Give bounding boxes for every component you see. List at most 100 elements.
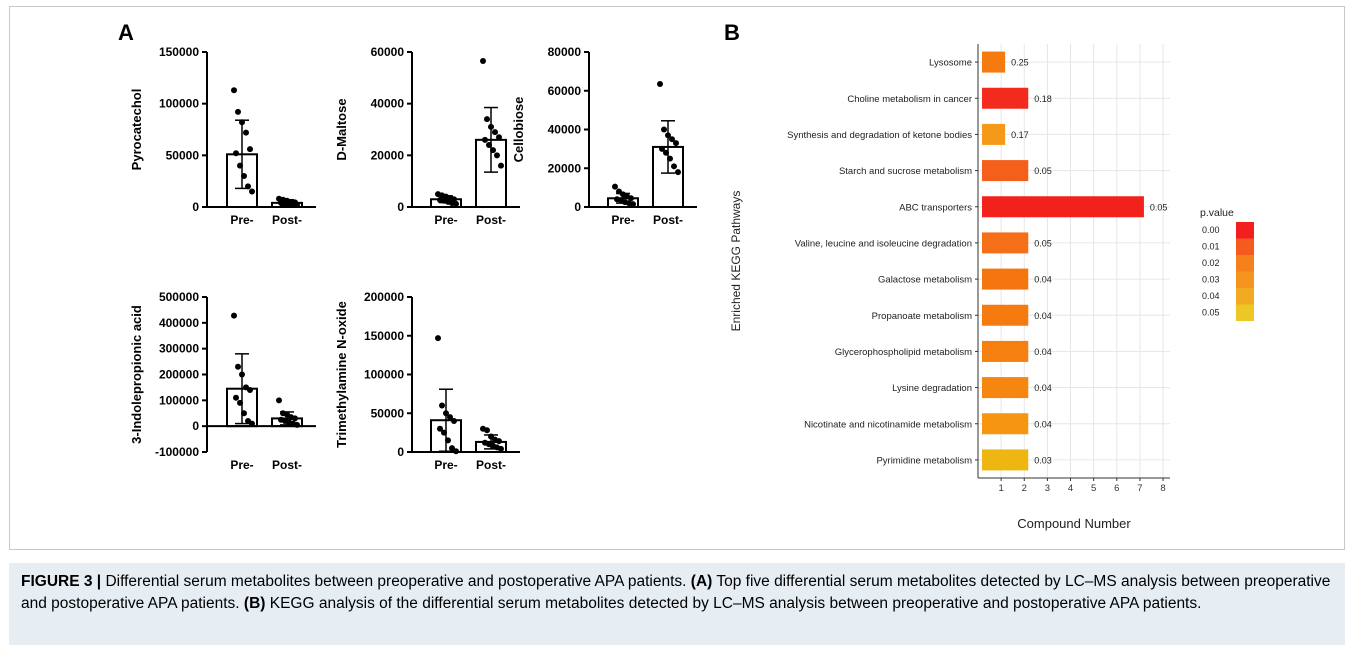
pathway-label: Choline metabolism in cancer	[847, 94, 972, 105]
x-tick-label: 1	[998, 483, 1003, 494]
legend-entry-label: 0.02	[1202, 258, 1220, 268]
data-point	[439, 402, 445, 409]
caption-label: FIGURE 3 |	[21, 573, 102, 590]
legend-swatch	[1236, 238, 1254, 255]
x-tick-label: Post-	[653, 213, 683, 227]
y-tick-label: 150000	[159, 45, 199, 59]
data-point	[235, 363, 241, 370]
y-tick-label: 0	[397, 445, 404, 459]
data-point	[247, 146, 253, 153]
caption-b-tag: (B)	[243, 595, 266, 612]
data-point	[276, 397, 282, 404]
data-point	[669, 136, 675, 143]
data-point	[231, 87, 237, 94]
x-tick-label: Post-	[272, 458, 302, 472]
y-tick-label: 500000	[159, 290, 199, 304]
data-point	[453, 448, 459, 455]
x-tick-label: 4	[1068, 483, 1073, 494]
pathway-bar	[982, 160, 1029, 182]
data-point	[612, 183, 618, 190]
plot-background	[978, 44, 1170, 478]
data-point	[671, 163, 677, 170]
bar-value-label: 0.03	[1034, 455, 1052, 465]
bar-value-label: 0.18	[1034, 94, 1052, 104]
data-point	[667, 155, 673, 162]
y-tick-label: 0	[192, 200, 199, 214]
data-point	[659, 145, 665, 152]
data-point	[249, 188, 255, 195]
pathway-bar	[982, 449, 1029, 471]
bar-value-label: 0.04	[1034, 311, 1052, 321]
data-point	[673, 140, 679, 147]
y-tick-label: 60000	[548, 84, 582, 98]
bar-value-label: 0.05	[1150, 202, 1168, 212]
legend-title: p.value	[1200, 207, 1234, 219]
pathway-bar	[982, 123, 1006, 145]
data-point	[630, 201, 636, 208]
y-axis-label: D-Maltose	[334, 98, 349, 160]
x-tick-label: 6	[1114, 483, 1119, 494]
figure-frame	[9, 6, 1345, 550]
x-tick-label: 7	[1137, 483, 1142, 494]
data-point	[231, 312, 237, 319]
pathway-label: ABC transporters	[899, 202, 972, 213]
y-tick-label: 0	[574, 200, 581, 214]
y-axis-label: Cellobiose	[511, 97, 526, 163]
pathway-label: Lysosome	[929, 58, 972, 69]
data-point	[657, 80, 663, 87]
y-axis-label: Pyrocatechol	[129, 89, 144, 171]
data-point	[292, 415, 298, 422]
data-point	[241, 410, 247, 417]
bar-value-label: 0.05	[1034, 238, 1052, 248]
pathway-label: Glycerophospholipid metabolism	[835, 347, 972, 358]
y-tick-label: 150000	[364, 329, 404, 343]
data-point	[453, 200, 459, 207]
data-point	[484, 427, 490, 434]
pathway-bar	[982, 304, 1029, 326]
pathway-bar	[982, 87, 1029, 109]
y-tick-label: 100000	[159, 97, 199, 111]
x-tick-label: Pre-	[434, 458, 457, 472]
y-tick-label: 0	[192, 419, 199, 433]
y-tick-label: 100000	[364, 368, 404, 382]
pathway-bar	[982, 413, 1029, 435]
legend-entry-label: 0.04	[1202, 291, 1220, 301]
pathway-bar	[982, 232, 1029, 254]
x-axis-label: Compound Number	[1017, 516, 1131, 531]
legend-swatch	[1236, 222, 1254, 239]
pathway-label: Pyrimidine metabolism	[876, 455, 972, 466]
data-point	[437, 425, 443, 432]
bar-value-label: 0.04	[1034, 275, 1052, 285]
data-point	[245, 183, 251, 190]
legend-swatch	[1236, 288, 1254, 305]
pathway-label: Synthesis and degradation of ketone bodi…	[787, 130, 972, 141]
x-tick-label: Pre-	[611, 213, 634, 227]
data-point	[294, 421, 300, 428]
caption-a-text: Top five differential serum metabolites …	[21, 573, 1331, 612]
data-point	[435, 335, 441, 342]
y-tick-label: 80000	[548, 45, 582, 59]
y-tick-label: 20000	[371, 148, 405, 162]
y-tick-label: 50000	[166, 148, 200, 162]
x-tick-label: Post-	[476, 458, 506, 472]
data-point	[443, 410, 449, 417]
data-point	[441, 429, 447, 436]
data-point	[486, 142, 492, 148]
data-point	[249, 420, 255, 427]
pathway-label: Nicotinate and nicotinamide metabolism	[804, 419, 972, 430]
y-tick-label: 100000	[159, 393, 199, 407]
data-point	[239, 371, 245, 378]
y-tick-label: 400000	[159, 316, 199, 330]
data-point	[451, 418, 457, 424]
data-point	[661, 126, 667, 133]
data-point	[484, 116, 490, 123]
data-point	[490, 147, 496, 154]
data-point	[663, 149, 669, 156]
legend-entry-label: 0.05	[1202, 308, 1220, 318]
x-tick-label: 3	[1045, 483, 1050, 494]
data-point	[498, 445, 504, 452]
data-point	[480, 58, 486, 65]
caption-b-text: KEGG analysis of the differential serum …	[265, 595, 1202, 612]
data-point	[233, 150, 239, 157]
data-point	[247, 387, 253, 393]
